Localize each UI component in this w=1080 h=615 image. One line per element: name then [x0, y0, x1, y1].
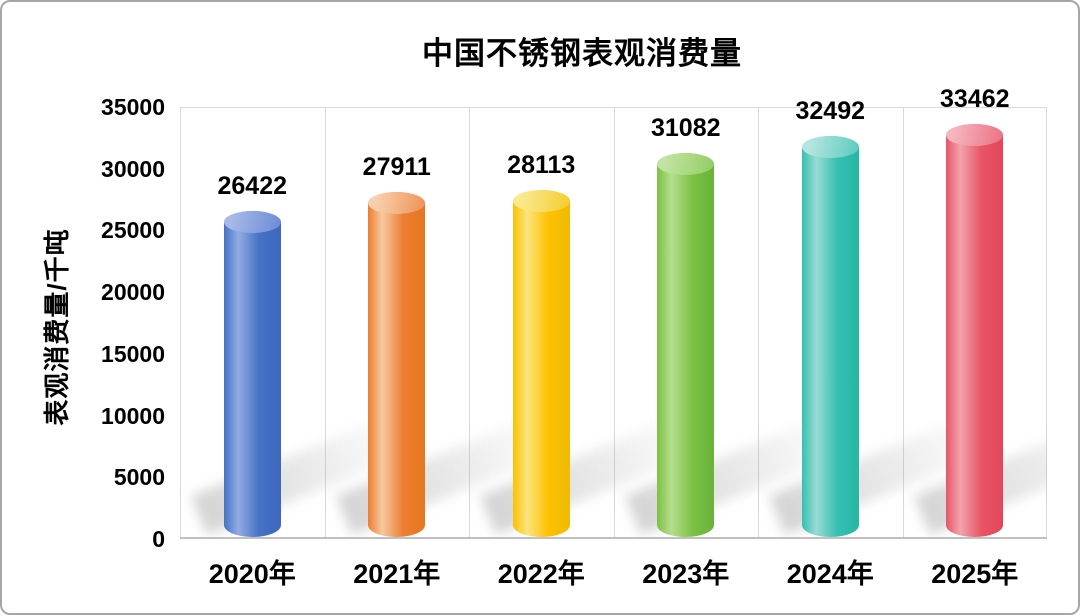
bar-cylinder: [801, 136, 859, 537]
gridline-vertical: [469, 108, 470, 537]
plot-area: 26422 27911 28113 31082 32492 33462: [180, 85, 1047, 539]
gridline-vertical: [325, 108, 326, 537]
bar-cylinder: [368, 192, 426, 537]
x-tick-label: 2020年: [208, 559, 296, 589]
bar-cap: [512, 190, 570, 212]
bar-cap: [946, 124, 1004, 146]
gridline-vertical: [180, 108, 181, 537]
x-axis-labels: 2020年 2021年 2022年 2023年 2024年 2025年: [180, 554, 1047, 594]
y-tick-label: 15000: [101, 340, 165, 367]
bar-cylinder: [946, 124, 1004, 537]
gridline-vertical: [614, 108, 615, 537]
y-tick-label: 5000: [113, 464, 165, 491]
y-tick-label: 0: [152, 526, 165, 552]
x-tick-label: 2023年: [642, 559, 730, 589]
x-tick-label: 2025年: [931, 559, 1019, 589]
chart-title: 中国不锈钢表观消费量: [422, 36, 742, 71]
bar-cap: [368, 192, 426, 214]
y-tick-label: 30000: [101, 155, 165, 182]
y-tick-label: 20000: [101, 279, 165, 306]
x-tick-label: 2021年: [353, 559, 441, 589]
bar-cap: [223, 211, 281, 233]
x-tick-label: 2022年: [497, 559, 585, 589]
gridline-vertical: [903, 108, 904, 537]
plot-clip-layer: [180, 107, 1047, 539]
bar-cap: [657, 153, 715, 175]
bar-cylinder: [657, 153, 715, 537]
gridline-vertical: [1046, 108, 1047, 537]
bar-cylinder: [512, 190, 570, 537]
y-tick-label: 10000: [101, 402, 165, 429]
bar-cap: [801, 136, 859, 158]
y-tick-label: 35000: [101, 94, 165, 120]
gridline-vertical: [758, 108, 759, 537]
y-tick-label: 25000: [101, 217, 165, 244]
bar-cylinder: [223, 211, 281, 537]
x-tick-label: 2024年: [786, 559, 874, 589]
y-axis-ticks: 35000 30000 25000 20000 15000 10000 5000 0: [2, 2, 165, 613]
